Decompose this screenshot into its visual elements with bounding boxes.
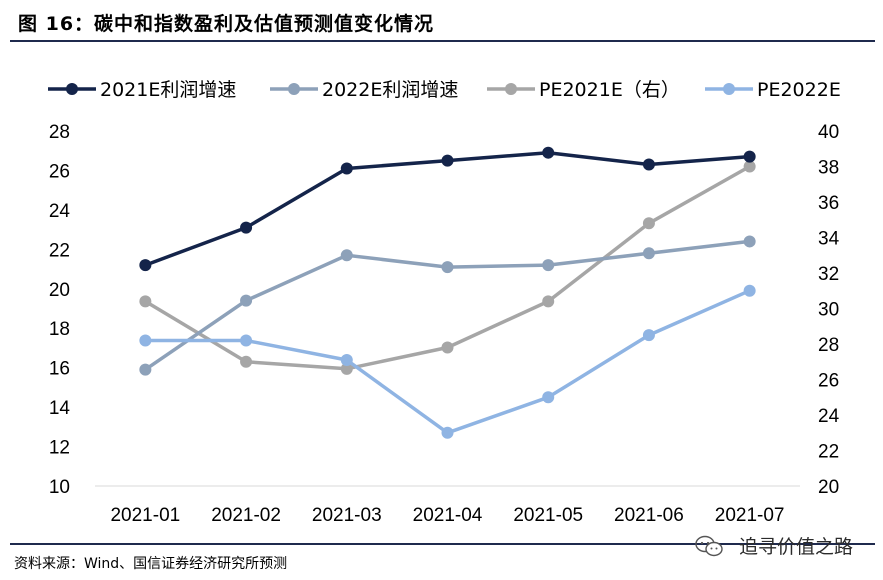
data-point <box>340 362 353 375</box>
y-right-tick-label: 20 <box>818 477 839 498</box>
footer-divider <box>10 543 875 545</box>
legend-marker <box>723 83 735 95</box>
legend-label: PE2021E（右） <box>539 79 680 101</box>
y-left-tick-label: 26 <box>49 161 70 182</box>
data-point <box>642 158 655 171</box>
x-tick-label: 2021-01 <box>110 505 180 526</box>
data-point <box>642 329 655 342</box>
series-0 <box>139 146 756 272</box>
data-point <box>240 334 253 347</box>
data-point <box>743 160 756 173</box>
data-point <box>642 247 655 260</box>
y-left-tick-label: 16 <box>49 359 70 380</box>
data-point <box>139 259 152 272</box>
line-chart: 2021E利润增速 2022E利润增速 PE2021E（右） PE2022E 2021… <box>48 79 841 526</box>
series-2 <box>139 160 756 375</box>
legend-item: 2021E利润增速 <box>48 79 236 101</box>
x-tick-label: 2021-05 <box>513 505 583 526</box>
data-point <box>743 235 756 248</box>
data-point <box>340 249 353 262</box>
data-point <box>240 355 253 368</box>
data-point <box>743 150 756 163</box>
title-divider <box>10 40 875 42</box>
series-3 <box>139 284 756 439</box>
x-tick-label: 2021-03 <box>312 505 382 526</box>
page-title: 图 16：碳中和指数盈利及估值预测值变化情况 <box>18 13 435 35</box>
legend-label: 2021E利润增速 <box>100 79 236 101</box>
y-right-tick-label: 30 <box>818 300 839 321</box>
watermark-text: 追寻价值之路 <box>738 536 853 558</box>
legend-label: PE2022E <box>757 79 841 101</box>
data-point <box>139 334 152 347</box>
y-left-tick-label: 14 <box>49 398 71 419</box>
y-right-tick-label: 36 <box>818 193 839 214</box>
y-right-tick-label: 26 <box>818 371 839 392</box>
source-note: 资料来源：Wind、国信证券经济研究所预测 <box>14 556 288 572</box>
x-tick-label: 2021-04 <box>413 505 483 526</box>
legend-item: PE2021E（右） <box>487 79 680 101</box>
y-left-tick-label: 12 <box>49 438 70 459</box>
data-point <box>441 261 454 274</box>
y-left-tick-label: 10 <box>49 477 70 498</box>
legend-label: 2022E利润增速 <box>322 79 458 101</box>
y-left-tick-label: 24 <box>49 201 71 222</box>
data-point <box>441 341 454 354</box>
data-point <box>139 295 152 308</box>
y-left-tick-label: 18 <box>49 319 70 340</box>
data-point <box>743 284 756 297</box>
x-tick-label: 2021-06 <box>614 505 684 526</box>
legend-marker <box>66 83 78 95</box>
legend-marker <box>505 83 517 95</box>
series-line <box>144 150 750 267</box>
y-left-tick-label: 28 <box>49 122 70 143</box>
y-left-tick-label: 22 <box>49 240 70 261</box>
series-1 <box>139 235 756 376</box>
chart-legend: 2021E利润增速 2022E利润增速 PE2021E（右） PE2022E <box>48 79 841 101</box>
legend-item: PE2022E <box>705 79 841 101</box>
y-right-tick-label: 32 <box>818 264 839 285</box>
data-point <box>240 294 253 307</box>
series-line <box>145 289 751 435</box>
data-point <box>340 162 353 175</box>
y-right-tick-label: 40 <box>818 122 839 143</box>
x-tick-label: 2021-02 <box>211 505 281 526</box>
title-bar: 图 16：碳中和指数盈利及估值预测值变化情况 <box>0 0 883 40</box>
data-point <box>340 353 353 366</box>
y-right-tick-label: 28 <box>818 335 839 356</box>
x-tick-label: 2021-07 <box>715 505 785 526</box>
data-point <box>542 259 555 272</box>
y-right-tick-label: 38 <box>818 158 839 179</box>
y-right-tick-label: 34 <box>818 229 840 250</box>
y-right-tick-label: 22 <box>818 442 839 463</box>
y-left-tick-label: 20 <box>49 280 70 301</box>
chart-axes: 2021-01 2021-02 2021-03 2021-04 2021-05 2021-… <box>49 122 840 526</box>
data-point <box>139 363 152 376</box>
data-point <box>240 221 253 234</box>
data-point <box>542 295 555 308</box>
legend-item: 2022E利润增速 <box>270 79 458 101</box>
chart-series <box>139 146 756 439</box>
data-point <box>441 154 454 167</box>
data-point <box>542 391 555 404</box>
data-point <box>441 426 454 439</box>
y-right-tick-label: 24 <box>818 406 840 427</box>
data-point <box>642 217 655 230</box>
legend-marker <box>288 83 300 95</box>
wechat-icon <box>695 535 723 557</box>
data-point <box>542 146 555 159</box>
